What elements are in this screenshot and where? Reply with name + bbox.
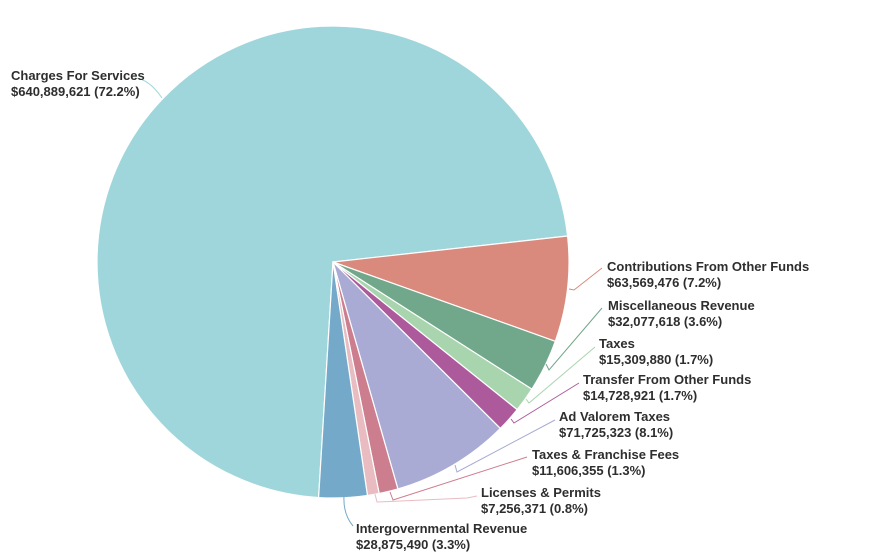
slice-value: $32,077,618 (3.6%) xyxy=(608,314,723,329)
slice-value: $28,875,490 (3.3%) xyxy=(356,537,471,552)
label-connector-charges-for-services xyxy=(134,77,163,99)
slice-name: Ad Valorem Taxes xyxy=(559,409,671,424)
slice-value: $11,606,355 (1.3%) xyxy=(532,463,646,478)
slice-value: $15,309,880 (1.7%) xyxy=(599,352,714,367)
label-connector-contributions-from-other-funds xyxy=(568,267,603,291)
slice-value: $640,889,621 (72.2%) xyxy=(11,84,140,99)
slice-name: Miscellaneous Revenue xyxy=(608,298,755,313)
slice-label-taxes: Taxes $15,309,880 (1.7%) xyxy=(599,336,713,368)
label-connector-ad-valorem-taxes xyxy=(454,419,556,473)
slice-label-contributions-from-other-funds: Contributions From Other Funds $63,569,4… xyxy=(607,259,809,291)
slice-label-charges-for-services: Charges For Services $640,889,621 (72.2%… xyxy=(11,68,145,100)
pie-slice-contributions-from-other-funds[interactable] xyxy=(332,235,570,342)
slice-name: Transfer From Other Funds xyxy=(583,372,752,387)
pie-slice-intergovernmental-revenue[interactable] xyxy=(317,261,369,499)
label-connector-taxes xyxy=(525,346,596,404)
slice-label-ad-valorem-taxes: Ad Valorem Taxes $71,725,323 (8.1%) xyxy=(559,409,673,441)
pie-slice-charges-for-services[interactable] xyxy=(96,25,569,499)
slice-name: Taxes xyxy=(599,336,635,351)
slice-value: $14,728,921 (1.7%) xyxy=(583,388,698,403)
slice-name: Taxes & Franchise Fees xyxy=(532,447,680,462)
slice-label-taxes-franchise-fees: Taxes & Franchise Fees $11,606,355 (1.3%… xyxy=(532,447,679,479)
slice-name: Charges For Services xyxy=(11,68,145,83)
slice-value: $71,725,323 (8.1%) xyxy=(559,425,674,440)
slice-value: $7,256,371 (0.8%) xyxy=(481,501,588,516)
slice-value: $63,569,476 (7.2%) xyxy=(607,275,722,290)
label-connector-licenses-and-permits xyxy=(374,493,478,503)
slice-label-miscellaneous-revenue: Miscellaneous Revenue $32,077,618 (3.6%) xyxy=(608,298,755,330)
pie-slice-ad-valorem-taxes[interactable] xyxy=(332,261,501,490)
slice-name: Contributions From Other Funds xyxy=(607,259,810,274)
slice-name: Intergovernmental Revenue xyxy=(356,521,528,536)
slice-name: Licenses & Permits xyxy=(481,485,601,500)
label-connector-transfer-from-other-funds xyxy=(510,382,580,424)
label-connector-taxes-and-franchise-fees xyxy=(389,456,528,501)
slice-label-transfer-from-other-funds: Transfer From Other Funds $14,728,921 (1… xyxy=(583,372,751,404)
label-connector-miscellaneous-revenue xyxy=(545,307,603,371)
slice-label-intergovernmental-revenue: Intergovernmental Revenue $28,875,490 (3… xyxy=(356,521,527,553)
label-connector-intergovernmental-revenue xyxy=(343,495,354,527)
slice-label-licenses-permits: Licenses & Permits $7,256,371 (0.8%) xyxy=(481,485,601,517)
